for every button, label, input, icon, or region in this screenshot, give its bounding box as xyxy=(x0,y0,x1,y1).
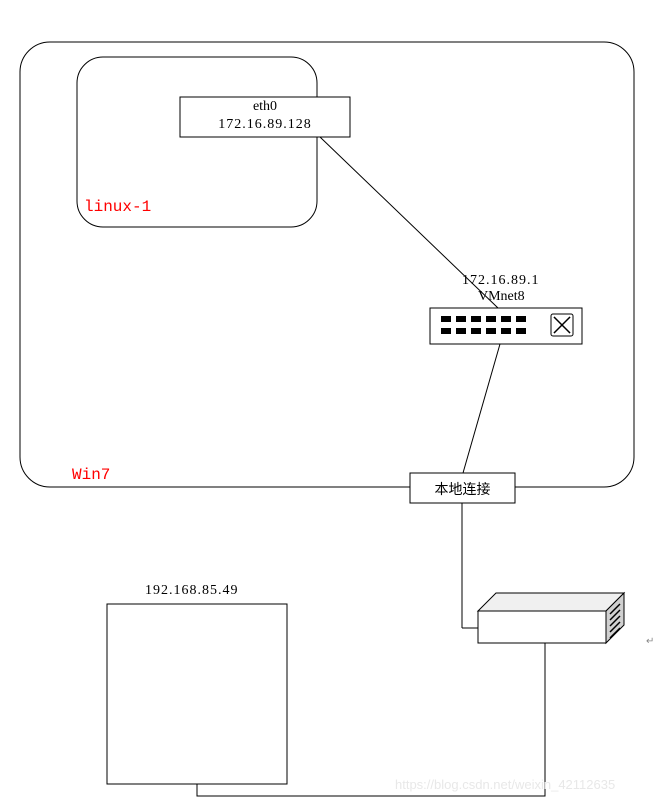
vmnet8-ip: 172.16.89.1 xyxy=(462,273,540,289)
end-mark: ↵ xyxy=(646,636,654,647)
local-connection-label: 本地连接 xyxy=(410,479,515,499)
line-vmnet8-local xyxy=(463,344,500,473)
eth0-ip: 172.16.89.128 xyxy=(180,117,350,133)
linux-label: linux-1 xyxy=(84,198,151,216)
host-box xyxy=(107,604,287,784)
physical-switch xyxy=(478,593,624,643)
eth0-label: eth0 xyxy=(180,99,350,115)
line-host-switch xyxy=(197,643,545,796)
vmnet8-name: VMnet8 xyxy=(478,289,525,305)
watermark: https://blog.csdn.net/weixin_42112635 xyxy=(395,777,615,792)
win7-label: Win7 xyxy=(72,466,110,484)
host-ip: 192.168.85.49 xyxy=(145,583,239,599)
vmnet8-switch xyxy=(430,308,582,344)
